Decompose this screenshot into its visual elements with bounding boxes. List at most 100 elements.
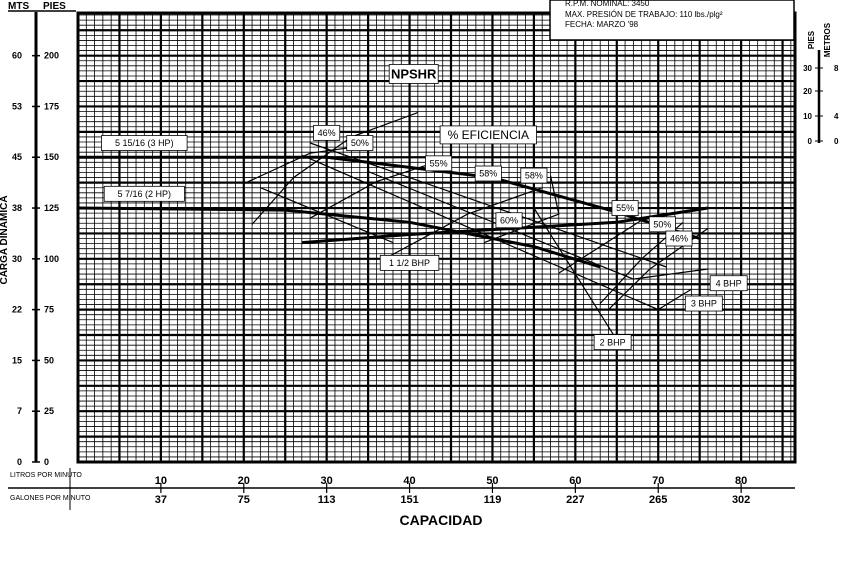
left-axis-tick-pies: 125: [44, 203, 59, 213]
bottom-axis-tick-galones: 302: [732, 494, 750, 506]
annotation-box: [648, 216, 676, 233]
annotation-label: 5 7/16 (2 HP): [118, 189, 172, 199]
left-axis-tick-pies: 175: [44, 101, 59, 111]
bottom-axis-tick-litros: 80: [735, 475, 747, 487]
left-axis-tick-mts: 38: [12, 203, 22, 213]
npsh-tick-pies: 20: [803, 87, 812, 96]
left-axis-tick-pies: 150: [44, 152, 59, 162]
bottom-axis-tick-litros: 60: [569, 475, 581, 487]
left-axis-tick-pies: 75: [44, 305, 54, 315]
annotation-label: % EFICIENCIA: [448, 128, 529, 142]
bottom-axis-tick-litros: 40: [403, 475, 415, 487]
annotation-label: 46%: [318, 128, 336, 138]
litros-label: LITROS POR MINUTO: [10, 472, 82, 479]
annotation-box: [388, 64, 439, 84]
y-axis-title: CARGA DINAMICA: [0, 195, 10, 284]
annotation-label: 46%: [670, 234, 688, 244]
npsh-tick-pies: 0: [808, 137, 813, 146]
left-axis-tick-mts: 53: [12, 101, 22, 111]
header-line-fecha: FECHA: MARZO '98: [565, 20, 639, 29]
left-axis-tick-mts: 7: [17, 406, 22, 416]
annotation-label: NPSHR: [391, 67, 437, 82]
left-axis-tick-mts: 30: [12, 254, 22, 264]
annotation-box: [684, 295, 723, 312]
galones-label: GALONES POR MINUTO: [10, 495, 91, 502]
annotation-label: 60%: [500, 215, 518, 225]
npsh-tick-pies: 30: [803, 64, 812, 73]
mts-header: MTS: [8, 1, 29, 12]
bottom-axis: LITROS POR MINUTO GALONES POR MINUTO CAP…: [8, 468, 795, 528]
bottom-axis-tick-litros: 30: [321, 475, 333, 487]
left-axis-tick-pies: 50: [44, 355, 54, 365]
npsh-tick-metros: 4: [834, 112, 839, 121]
annotation-label: 50%: [653, 219, 671, 229]
annotation-box: [593, 334, 632, 351]
bottom-axis-tick-litros: 10: [155, 475, 167, 487]
efficiency-curve: [483, 175, 560, 244]
npsh-tick-pies: 10: [803, 112, 812, 121]
curve-npshr: [301, 206, 709, 245]
efficiency-curve: [367, 170, 709, 280]
bottom-axis-tick-litros: 70: [652, 475, 664, 487]
annotation-box: [474, 165, 502, 182]
annotation-label: 55%: [430, 158, 448, 168]
annotation-box: [346, 135, 374, 151]
left-axis-tick-mts: 22: [12, 305, 22, 315]
bottom-axis-tick-litros: 20: [238, 475, 250, 487]
annotation-label: 50%: [351, 138, 369, 148]
left-axis-tick-pies: 200: [44, 51, 59, 61]
efficiency-curve: [251, 112, 419, 225]
left-axis-tick-pies: 25: [44, 406, 54, 416]
annotation-box: [313, 124, 341, 141]
annotation-box: [103, 185, 185, 202]
annotation-label: 55%: [616, 203, 634, 213]
left-axis-tick-mts: 0: [17, 457, 22, 467]
bottom-axis-tick-galones: 151: [400, 494, 418, 506]
bottom-axis-tick-galones: 113: [318, 494, 336, 506]
header-line-rpm: R.P.M. NOMINAL: 3450: [565, 0, 650, 8]
annotation-label: 1 1/2 BHP: [389, 258, 430, 268]
npsh-tick-metros: 0: [834, 137, 839, 146]
efficiency-curve: [301, 154, 692, 311]
bottom-axis-tick-galones: 119: [484, 494, 502, 506]
left-axis-tick-mts: 15: [12, 355, 22, 365]
annotation-label: 5 15/16 (3 HP): [115, 138, 174, 148]
npsh-scale: PIES METROS 30 8 20 10 4 0 0: [803, 22, 839, 146]
annotation-label: 58%: [479, 169, 497, 179]
header-info-box: R.P.M. NOMINAL: 3450 MAX. PRESIÓN DE TRA…: [549, 0, 795, 41]
annotation-label: 3 BHP: [691, 299, 717, 309]
pies-header: PIES: [43, 1, 66, 12]
bottom-axis-tick-galones: 75: [238, 494, 250, 506]
header-line-presion: MAX. PRESIÓN DE TRABAJO: 110 lbs./plg²: [565, 10, 723, 19]
efficiency-curve: [533, 207, 618, 341]
left-axis-tick-pies: 100: [44, 254, 59, 264]
annotation-box: [425, 155, 453, 172]
header-box-frame: [549, 0, 795, 41]
efficiency-curve: [384, 187, 543, 260]
npsh-pies-label: PIES: [807, 30, 816, 49]
annotation-box: [520, 167, 548, 184]
left-axis-tick-mts: 60: [12, 51, 22, 61]
annotation-label: 58%: [525, 171, 543, 181]
bottom-axis-tick-litros: 50: [486, 475, 498, 487]
bottom-axis-tick-galones: 227: [566, 494, 584, 506]
bottom-axis-tick-galones: 265: [649, 494, 667, 506]
npsh-metros-label: METROS: [823, 22, 832, 57]
left-axis-tick-mts: 45: [12, 152, 22, 162]
chart-annotations: NPSHR 5 15/16 (3 HP) 5 7/16 (2 HP) 46% 50% 55…: [101, 64, 748, 351]
left-axis-tick-pies: 0: [44, 457, 49, 467]
annotation-box: [495, 212, 523, 229]
efficiency-curve: [309, 142, 667, 268]
annotation-box: [709, 275, 748, 292]
annotation-box: [439, 125, 537, 145]
npsh-tick-metros: 8: [834, 64, 839, 73]
efficiency-curve: [260, 187, 394, 244]
annotation-box: [665, 230, 693, 247]
efficiency-curve: [558, 209, 692, 274]
annotation-box: [379, 254, 440, 271]
bottom-axis-tick-galones: 37: [155, 494, 167, 506]
annotation-box: [101, 135, 188, 151]
curve-5-7-16: [77, 206, 601, 269]
